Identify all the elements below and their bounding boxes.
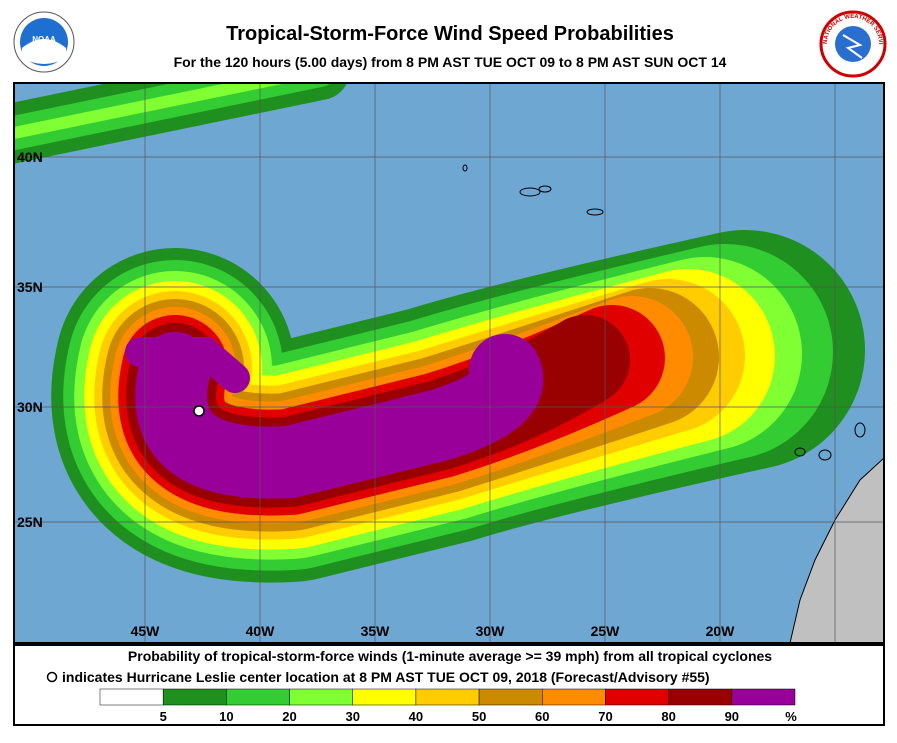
subtitle: For the 120 hours (5.00 days) from 8 PM …: [174, 54, 727, 70]
legend-label: 40: [409, 709, 423, 724]
lon-label: 40W: [246, 623, 276, 639]
legend-unit: %: [785, 709, 797, 724]
lon-label: 25W: [591, 623, 621, 639]
lat-label: 40N: [17, 149, 43, 165]
title: Tropical-Storm-Force Wind Speed Probabil…: [226, 23, 674, 45]
noaa-logo: NOAA: [13, 11, 75, 73]
island: [519, 187, 541, 197]
lon-label: 45W: [131, 623, 161, 639]
legend-swatch: [415, 688, 480, 706]
island: [538, 185, 552, 193]
island: [818, 449, 832, 461]
legend-swatch: [605, 688, 669, 706]
land: [789, 457, 884, 643]
legend-swatch: [162, 688, 227, 706]
legend-label: 50: [472, 709, 486, 724]
legend-label: 90: [725, 709, 739, 724]
noaa-logo-text: NOAA: [32, 35, 56, 44]
lon-label: 35W: [361, 623, 391, 639]
legend-swatch: [478, 688, 543, 706]
island: [586, 208, 604, 216]
center-legend-marker: [46, 671, 58, 683]
lon-label: 30W: [476, 623, 506, 639]
legend-label: 60: [535, 709, 549, 724]
legend-swatch: [289, 688, 353, 706]
legend-label: 5: [160, 709, 167, 724]
lat-label: 35N: [17, 279, 43, 295]
island: [854, 422, 866, 438]
legend-label: 10: [219, 709, 233, 724]
legend: 5 10 20 30 40 50 60 70 80 90%: [99, 688, 797, 724]
lon-label: 20W: [706, 623, 736, 639]
probability-contour: [125, 337, 250, 393]
map-frame: [13, 82, 885, 644]
probability-contour: [135, 332, 544, 499]
storm-center: [193, 405, 205, 417]
probability-band: [14, 83, 287, 140]
lat-label: 25N: [17, 514, 43, 530]
footer-line2: indicates Hurricane Leslie center locati…: [62, 669, 710, 685]
legend-swatch: [99, 688, 164, 706]
map: [14, 83, 884, 643]
island: [794, 447, 806, 457]
legend-label: 20: [282, 709, 296, 724]
legend-swatch: [731, 688, 796, 706]
legend-swatch: [226, 688, 290, 706]
legend-swatch: [542, 688, 606, 706]
legend-swatch: [668, 688, 733, 706]
legend-label: 80: [661, 709, 675, 724]
footer-line1: Probability of tropical-storm-force wind…: [128, 648, 772, 664]
island: [462, 164, 468, 172]
footer-frame: [13, 644, 885, 726]
legend-swatch: [352, 688, 417, 706]
lat-label: 30N: [17, 399, 43, 415]
legend-label: 30: [345, 709, 359, 724]
legend-label: 70: [598, 709, 612, 724]
